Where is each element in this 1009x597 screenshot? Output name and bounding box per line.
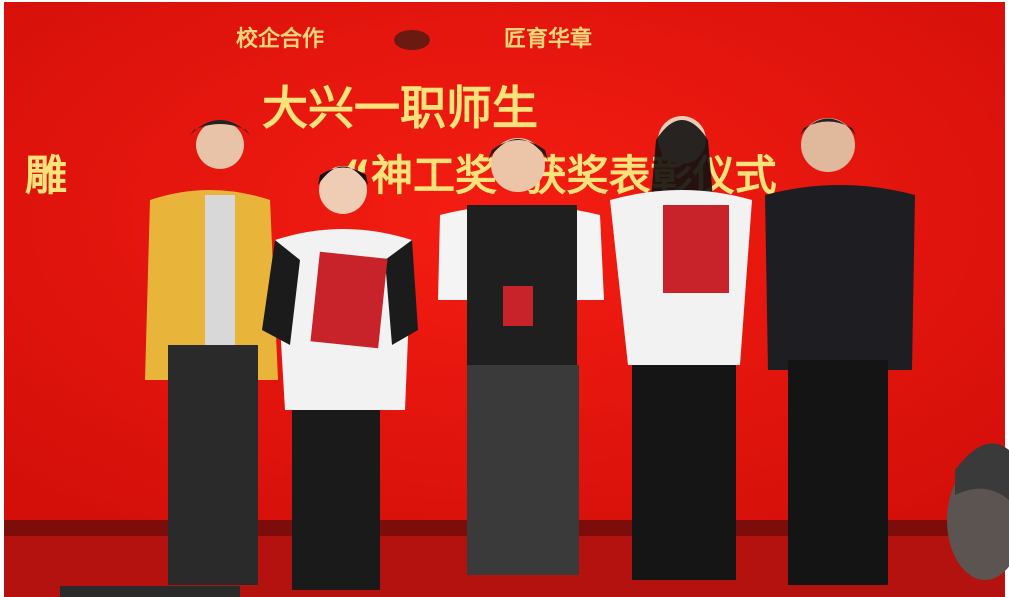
shape [800, 118, 856, 135]
logo [394, 30, 430, 50]
person [610, 116, 752, 580]
shape [955, 443, 1009, 500]
shape [168, 345, 258, 585]
shape [467, 365, 579, 575]
banner-right: 匠育华章 [504, 26, 592, 52]
shape [650, 120, 714, 210]
shape [488, 139, 548, 160]
person [438, 138, 604, 575]
shape [292, 410, 380, 590]
shape [765, 185, 915, 370]
title-line1: 大兴一职师生 [262, 81, 538, 135]
shape [788, 360, 888, 585]
shape [196, 121, 244, 169]
shape [319, 166, 367, 214]
person [145, 120, 278, 585]
shape [262, 240, 418, 345]
title-line2-left: 雕 [25, 151, 67, 200]
shape [801, 118, 855, 172]
person [262, 166, 418, 590]
person [765, 118, 915, 585]
shape [632, 365, 736, 580]
foreground-object [60, 586, 240, 597]
banner-left: 校企合作 [236, 26, 324, 52]
shape [491, 138, 545, 192]
shape [205, 195, 235, 345]
shape [318, 166, 368, 185]
shape [663, 205, 729, 293]
audience-head [947, 443, 1009, 580]
shape [503, 286, 533, 326]
shape [190, 120, 250, 135]
shape [310, 251, 388, 349]
